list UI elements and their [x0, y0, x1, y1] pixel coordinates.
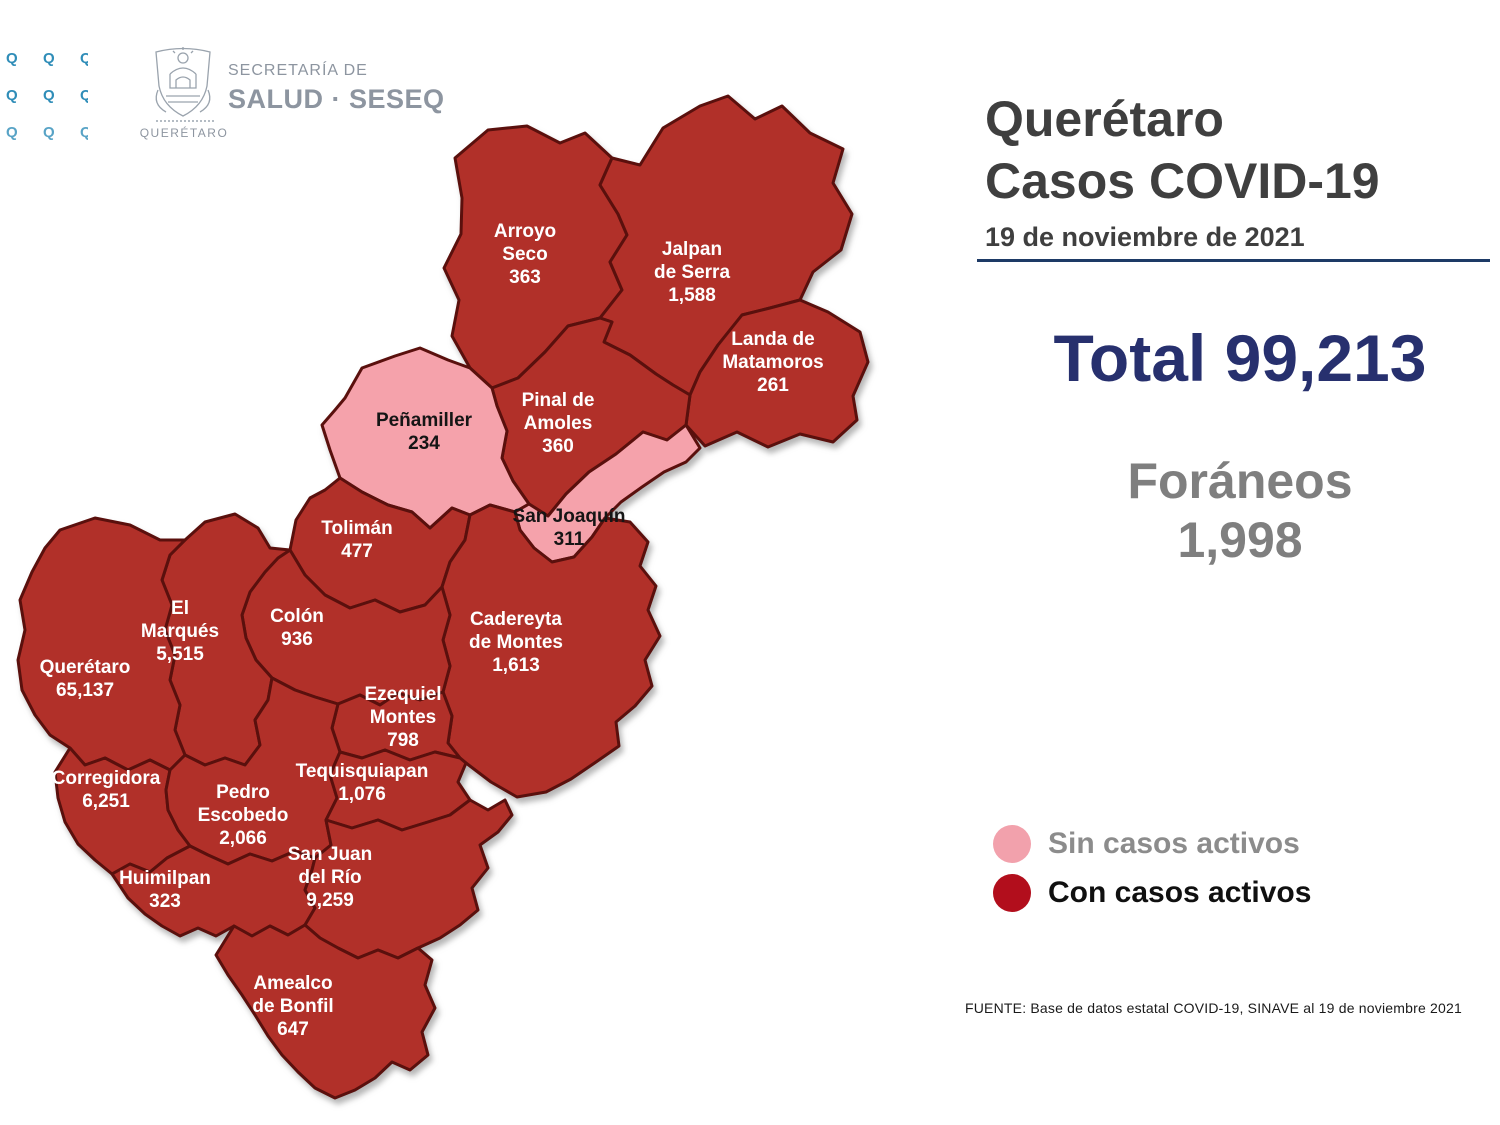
municipality-name: San Joaquín	[512, 505, 626, 527]
municipality-cases: 1,588	[668, 285, 716, 307]
municipality-label-jalpan-de-serra: Jalpan de Serra 1,588	[654, 238, 730, 308]
choropleth-map: Arroyo Seco 363 Jalpan de Serra 1,588 Land…	[16, 94, 870, 1100]
municipality-name: Querétaro	[39, 656, 131, 678]
municipality-label-san-joaquin: San Joaquín 311	[513, 505, 626, 551]
municipality-cases: 647	[277, 1019, 309, 1041]
state-map-svg	[16, 94, 870, 1100]
municipality-shape-amealco-de-bonfil	[214, 923, 437, 1100]
municipality-name: Jalpan de Serra	[653, 239, 731, 284]
municipality-label-colon: Colón 936	[270, 605, 324, 651]
title-line-1: Querétaro	[985, 91, 1224, 147]
legend-label: Con casos activos	[1048, 875, 1312, 909]
municipality-cases: 360	[542, 436, 574, 458]
municipality-cases: 1,613	[492, 655, 540, 677]
foraneos-label: Foráneos	[1127, 453, 1353, 509]
municipality-name: Amealco de Bonfil	[252, 973, 334, 1018]
municipality-name: Cadereyta de Montes	[469, 609, 563, 654]
municipality-name: San Juan del Río	[287, 844, 373, 889]
source-note: FUENTE: Base de datos estatal COVID-19, …	[965, 1000, 1462, 1016]
municipality-name: Pinal de Amoles	[521, 390, 595, 435]
q-glyph: Q	[43, 87, 55, 104]
municipality-cases: 1,076	[338, 784, 386, 805]
q-glyph: Q	[6, 50, 18, 67]
municipality-label-amealco-de-bonfil: Amealco de Bonfil 647	[252, 972, 333, 1042]
q-glyph: Q	[6, 87, 18, 104]
q-glyph: Q	[43, 124, 55, 141]
municipality-name: Colón	[270, 605, 324, 627]
municipality-label-huimilpan: Huimilpan 323	[119, 867, 211, 913]
crest-motto-line	[156, 120, 214, 122]
municipality-label-san-juan-del-rio: San Juan del Río 9,259	[288, 843, 372, 913]
municipality-shape-landa-de-matamoros	[684, 298, 870, 449]
municipality-cases: 936	[281, 629, 313, 650]
foraneos-block: Foráneos 1,998	[985, 452, 1495, 570]
q-glyph: Q	[80, 50, 88, 67]
queretaro-coat-of-arms-icon	[155, 47, 211, 117]
municipality-cases: 6,251	[82, 791, 130, 812]
municipality-label-ezequiel-montes: Ezequiel Montes 798	[364, 683, 441, 753]
municipality-cases: 477	[341, 541, 373, 562]
total-cases: Total 99,213	[1053, 321, 1427, 395]
municipality-label-toliman: Tolimán 477	[321, 517, 392, 563]
municipality-label-queretaro: Querétaro 65,137	[40, 656, 131, 702]
municipality-label-tequisquiapan: Tequisquiapan 1,076	[296, 760, 429, 806]
municipality-name: Huimilpan	[119, 867, 211, 889]
org-line-1: SECRETARÍA DE	[228, 62, 368, 79]
dark-red-circle-icon	[993, 873, 1031, 912]
municipality-cases: 2,066	[219, 828, 267, 850]
municipality-cases: 65,137	[55, 680, 115, 701]
report-date: 19 de noviembre de 2021	[985, 222, 1305, 252]
municipality-label-corregidora: Corregidora 6,251	[52, 767, 161, 813]
crest-caption: QUERÉTARO	[139, 126, 229, 140]
municipality-name: Tequisquiapan	[295, 760, 429, 782]
q-glyph: Q	[43, 50, 55, 67]
legend-row-con-casos: Con casos activos	[993, 868, 1311, 917]
page-title: Querétaro Casos COVID-19	[985, 88, 1380, 212]
q-glyph: Q	[80, 124, 88, 141]
municipality-label-arroyo-seco: Arroyo Seco 363	[494, 220, 556, 290]
divider-line	[977, 259, 1490, 262]
legend-label: Sin casos activos	[1048, 826, 1300, 860]
municipality-cases: 261	[757, 375, 789, 397]
legend-row-sin-casos: Sin casos activos	[993, 819, 1311, 868]
org-line-2: SALUD · SESEQ	[228, 84, 445, 114]
municipality-name: El Marqués	[140, 598, 220, 643]
org-wordmark: SECRETARÍA DE SALUD · SESEQ	[228, 62, 445, 115]
municipality-cases: 5,515	[156, 644, 204, 666]
municipality-name: Peñamiller	[375, 409, 473, 431]
q-glyph: Q	[6, 124, 18, 141]
pink-circle-icon	[993, 824, 1031, 863]
municipality-name: Pedro Escobedo	[197, 782, 289, 827]
municipality-label-pedro-escobedo: Pedro Escobedo 2,066	[198, 781, 289, 851]
municipality-cases: 311	[553, 529, 585, 550]
title-line-2: Casos COVID-19	[985, 153, 1380, 209]
municipality-cases: 9,259	[306, 890, 354, 912]
municipality-shape-san-juan-del-rio	[303, 798, 514, 960]
municipality-name: Arroyo Seco	[493, 221, 557, 266]
municipality-cases: 798	[387, 730, 419, 752]
municipality-cases: 323	[149, 891, 181, 912]
municipality-label-landa-de-matamoros: Landa de Matamoros 261	[722, 328, 823, 398]
municipality-name: Corregidora	[51, 767, 161, 789]
queretaro-dots-pattern: Q Q Q Q Q Q Q Q Q	[6, 40, 88, 158]
legend: Sin casos activos Con casos activos	[993, 819, 1311, 917]
municipality-name: Landa de Matamoros	[722, 329, 824, 374]
municipality-label-pinal-de-amoles: Pinal de Amoles 360	[522, 389, 595, 459]
municipality-name: Ezequiel Montes	[364, 684, 442, 729]
foraneos-value: 1,998	[1177, 512, 1303, 568]
q-glyph: Q	[80, 87, 88, 104]
municipality-label-el-marques: El Marqués 5,515	[141, 597, 219, 667]
municipality-cases: 363	[509, 267, 541, 289]
municipality-cases: 234	[408, 433, 440, 454]
municipality-name: Tolimán	[321, 517, 393, 539]
municipality-label-cadereyta-de-montes: Cadereyta de Montes 1,613	[469, 608, 563, 678]
municipality-label-penamiller: Peñamiller 234	[376, 409, 472, 455]
